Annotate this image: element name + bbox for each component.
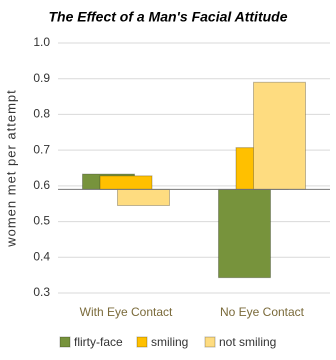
bar (218, 188, 271, 279)
y-tick-label: 0.7 (33, 142, 50, 156)
y-tick-label: 1.0 (33, 35, 50, 49)
bar (117, 188, 170, 207)
y-axis-label: women met per attempt (3, 89, 18, 248)
bar (253, 81, 306, 190)
legend-swatch (136, 336, 148, 348)
legend-swatch (204, 336, 216, 348)
x-tick-label: No Eye Contact (220, 305, 305, 319)
y-tick-label: 0.6 (33, 178, 50, 192)
y-tick-label: 0.8 (33, 107, 50, 121)
bar (99, 175, 153, 190)
y-tick-label: 0.5 (33, 214, 50, 228)
chart-title: The Effect of a Man's Facial Attitude (48, 9, 287, 25)
x-tick-label: With Eye Contact (80, 305, 173, 319)
legend-label: flirty-face (74, 335, 123, 349)
legend-label: not smiling (219, 335, 276, 349)
y-tick-label: 0.4 (33, 249, 50, 263)
legend-swatch (59, 336, 71, 348)
legend-label: smiling (151, 335, 188, 349)
y-tick-label: 0.9 (33, 71, 50, 85)
y-tick-label: 0.3 (33, 285, 50, 299)
